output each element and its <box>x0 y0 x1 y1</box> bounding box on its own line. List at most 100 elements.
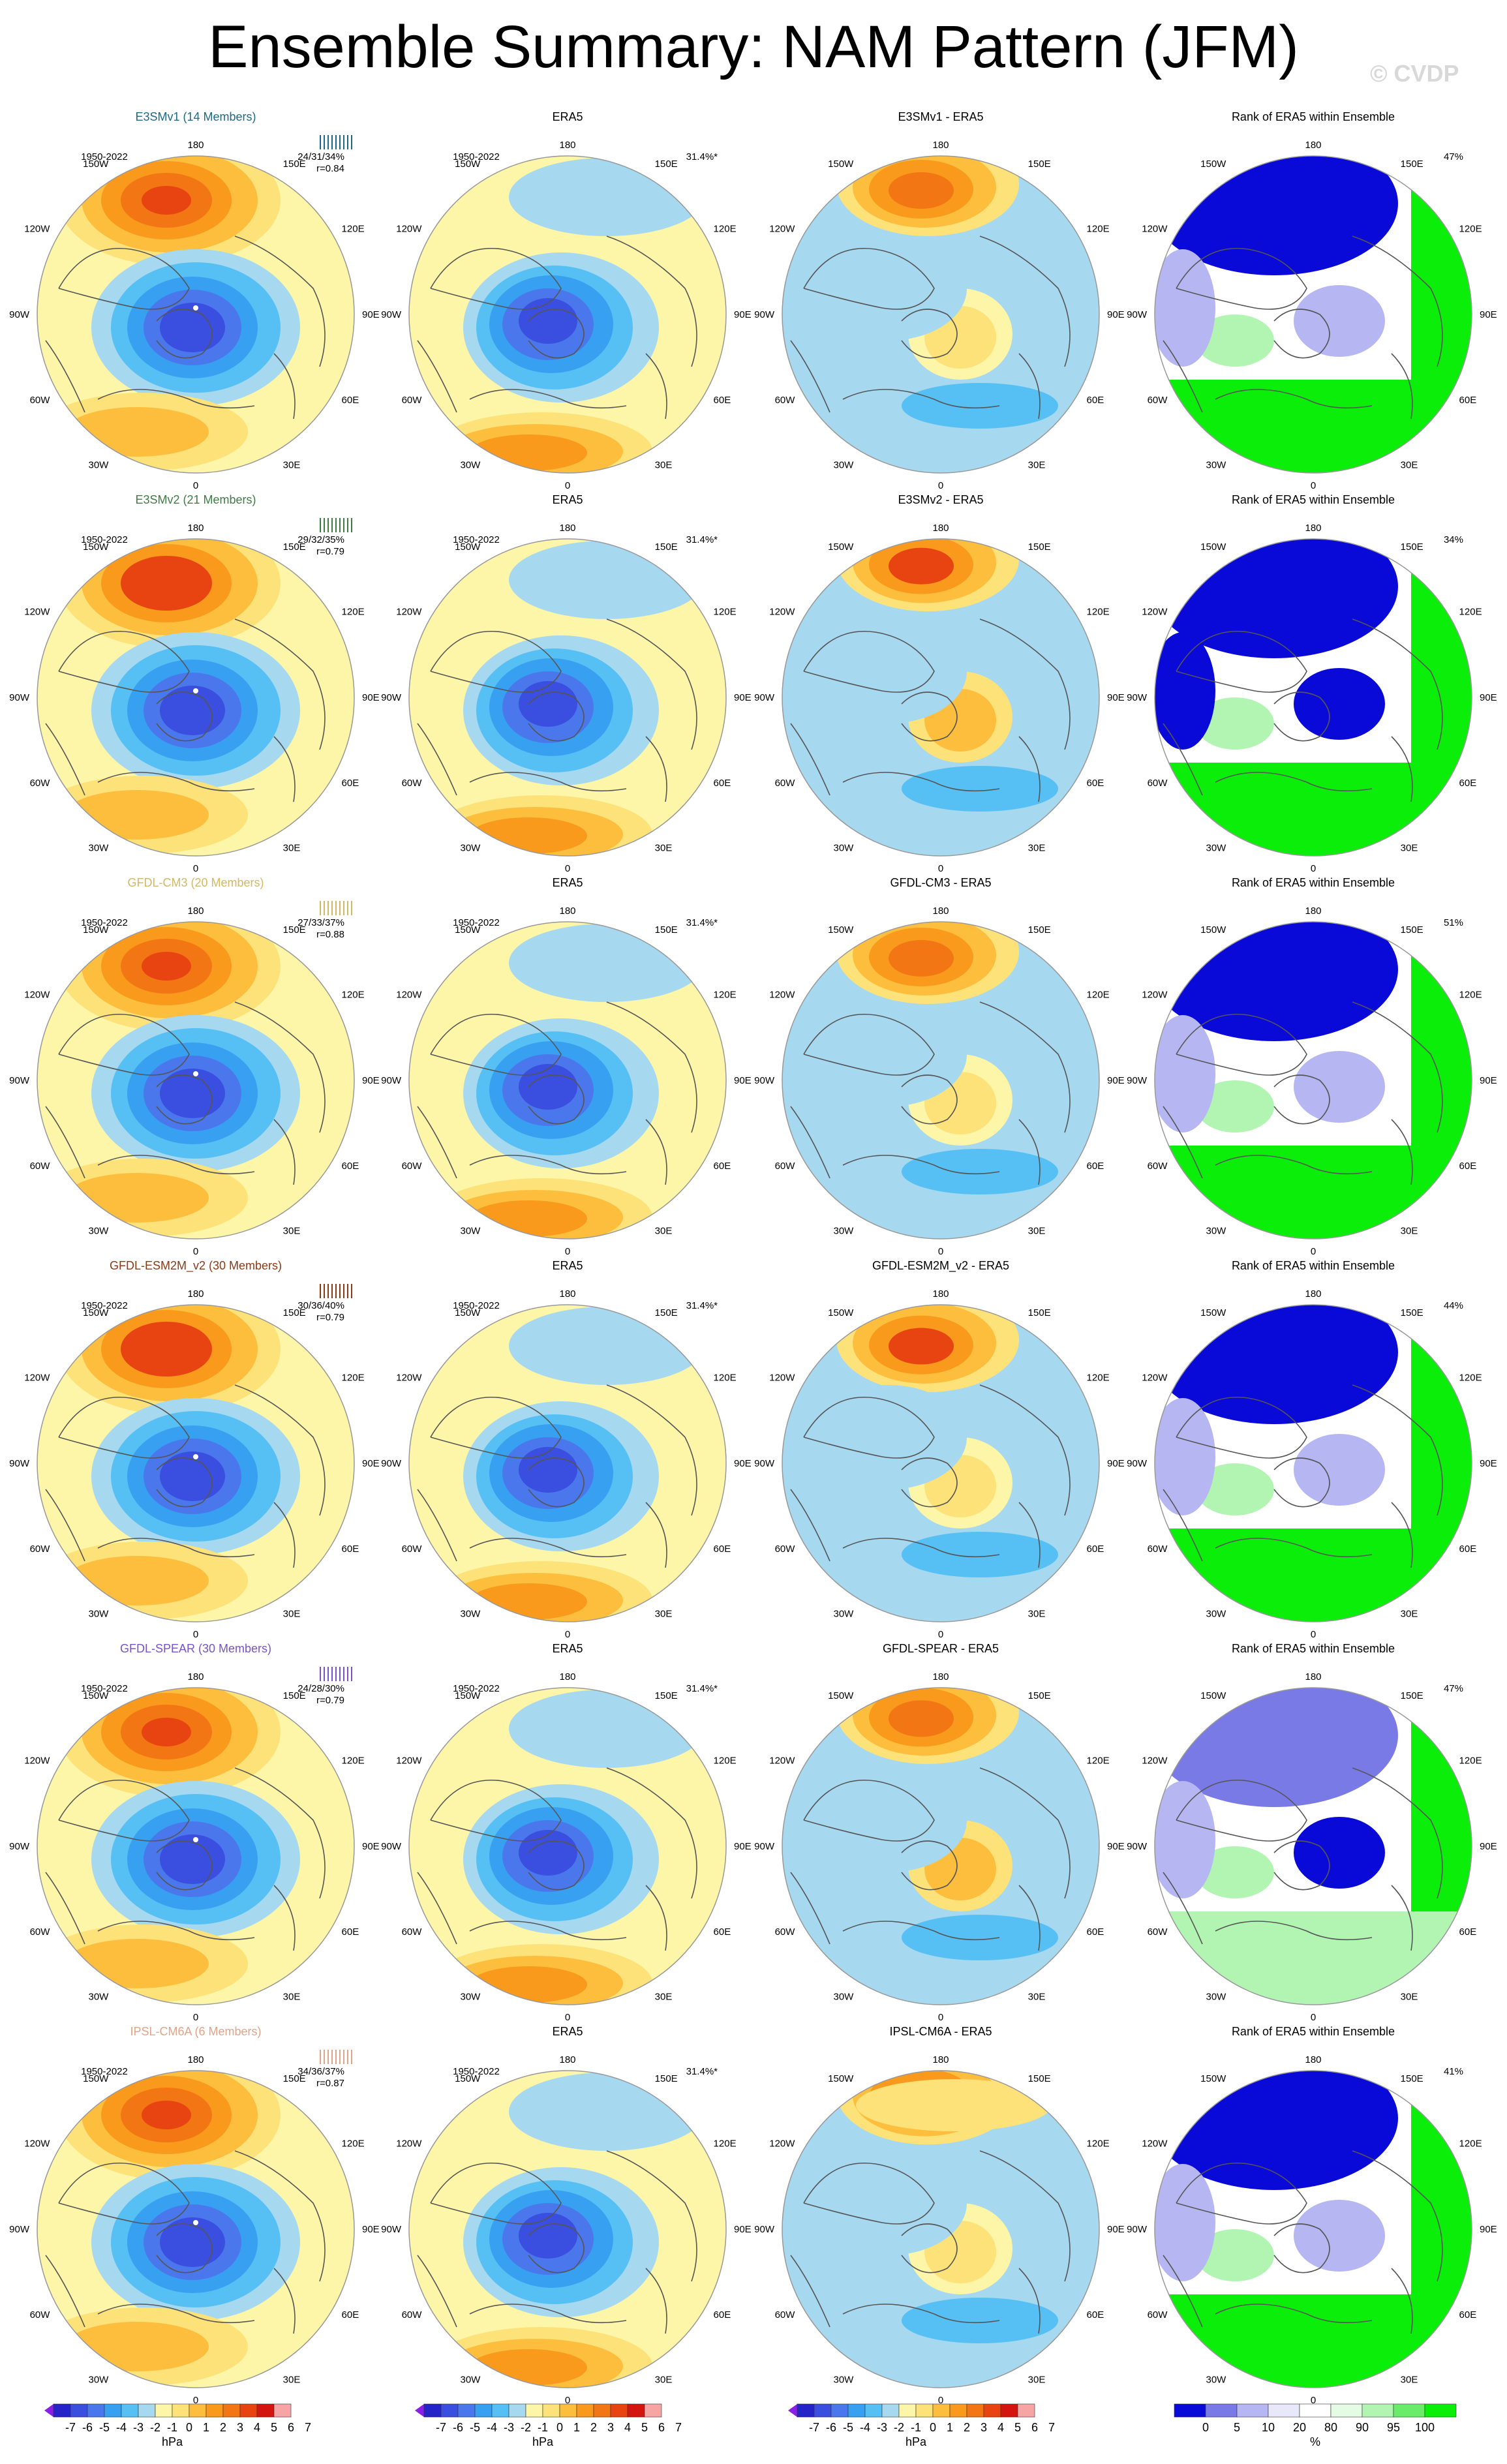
lon-label-60w: 60W <box>1148 2309 1168 2320</box>
coastline <box>901 1840 958 1891</box>
rank-title: Rank of ERA5 within Ensemble <box>1232 1642 1395 1655</box>
variance-stats: 27/33/37% <box>297 917 344 928</box>
coastline <box>901 1457 958 1508</box>
colorbar-swatch <box>559 2403 577 2418</box>
coastline <box>606 1384 697 1516</box>
lon-label-150w: 150W <box>828 2073 854 2084</box>
lon-label-0: 0 <box>565 1246 570 1257</box>
colorbar-swatch <box>104 2403 122 2418</box>
rank-region <box>1155 1781 1215 1898</box>
colorbar-tick-label: 20 <box>1293 2421 1306 2434</box>
lon-label-30w: 30W <box>834 1609 855 1620</box>
model-title: E3SMv2 (21 Members) <box>135 493 256 506</box>
obs-panel: ERA5 1950-2022 31.4%* 180 0 90W 90E 150W 150E 120… <box>381 1259 752 1640</box>
lon-label-120w: 120W <box>1142 1756 1168 1767</box>
coastline <box>803 631 935 693</box>
lon-label-150w: 150W <box>828 1690 854 1701</box>
lon-label-30e: 30E <box>283 843 301 854</box>
period-label: 1950-2022 <box>453 1300 500 1311</box>
lon-label-30w: 30W <box>1206 2375 1227 2386</box>
colorbar-unit: hPa <box>162 2435 183 2448</box>
lon-label-120e: 120E <box>342 990 365 1001</box>
contour-band <box>810 1002 967 1106</box>
coastline <box>97 389 255 409</box>
coastline <box>234 618 326 750</box>
rank-region <box>1196 2229 1274 2281</box>
lon-label-180: 180 <box>187 1288 204 1300</box>
obs-title: ERA5 <box>552 110 583 123</box>
member-spread-tick <box>343 901 344 915</box>
colorbar-swatch <box>644 2403 662 2418</box>
lon-label-180: 180 <box>559 1288 575 1300</box>
contour-band <box>902 1532 1058 1577</box>
coastline <box>606 1001 697 1133</box>
coastline <box>45 1872 85 1945</box>
map-boundary <box>408 2070 727 2388</box>
coastline <box>156 692 213 742</box>
colorbar-swatch <box>273 2403 292 2418</box>
colorbar-swatch <box>440 2403 459 2418</box>
contour-band <box>160 1452 225 1501</box>
member-spread-tick <box>339 901 341 915</box>
coastline <box>417 2255 457 2328</box>
lon-label-0: 0 <box>938 480 943 491</box>
rank-region <box>1155 632 1215 750</box>
model-title: IPSL-CM6A (6 Members) <box>130 2025 261 2038</box>
coastline <box>645 2268 667 2334</box>
map-boundary <box>1154 921 1472 1240</box>
lon-label-0: 0 <box>565 2012 570 2023</box>
pattern-colorbar: -7 -6 -5 -4 -3 -2 -1 0 1 2 3 4 5 6 7 hPa <box>415 2403 682 2448</box>
coastline <box>430 1397 562 1459</box>
contour-band <box>856 2079 1052 2131</box>
coastline <box>1215 389 1373 409</box>
member-spread-tick <box>327 518 329 532</box>
colorbar-swatch <box>239 2403 258 2418</box>
coastline <box>469 1538 627 1558</box>
colorbar-swatch <box>423 2403 442 2418</box>
coastline <box>1391 1502 1413 1568</box>
lon-label-30w: 30W <box>1206 1226 1227 1237</box>
lon-label-90w: 90W <box>1127 309 1148 320</box>
lon-label-180: 180 <box>559 2054 575 2065</box>
map-boundary <box>408 921 727 1240</box>
lon-label-120e: 120E <box>1459 990 1482 1001</box>
obs-title: ERA5 <box>552 493 583 506</box>
contour-band <box>142 2101 191 2129</box>
model-title: GFDL-ESM2M_v2 (30 Members) <box>110 1259 282 1273</box>
coastline <box>528 309 585 359</box>
period-label: 1950-2022 <box>81 1683 128 1694</box>
colorbar-tick-label: 5 <box>1014 2421 1021 2434</box>
variance-stats: 30/36/40% <box>297 1300 344 1311</box>
lon-label-150e: 150E <box>1401 924 1423 935</box>
lon-label-30e: 30E <box>1028 2375 1046 2386</box>
map-field <box>1155 539 1472 856</box>
colorbar-swatch <box>189 2403 207 2418</box>
contour-band <box>519 1064 577 1110</box>
pole-marker <box>193 688 198 693</box>
member-spread-tick <box>331 1284 333 1298</box>
obs-panel: ERA5 1950-2022 31.4%* 180 0 90W 90E 150W 150E 120… <box>381 110 752 491</box>
lon-label-60e: 60E <box>342 395 359 406</box>
lon-label-150w: 150W <box>83 541 109 553</box>
lon-label-150e: 150E <box>1028 541 1051 553</box>
coastline <box>1176 2163 1307 2225</box>
colorbar-tick-label: 2 <box>590 2421 597 2434</box>
lon-label-30w: 30W <box>461 1992 481 2003</box>
lon-label-90e: 90E <box>1480 1075 1497 1086</box>
lon-label-120w: 120W <box>396 990 422 1001</box>
coastline <box>842 1155 1000 1175</box>
colorbar-swatch <box>881 2403 900 2418</box>
colorbar-tick-label: 7 <box>675 2421 682 2434</box>
map-boundary <box>1154 1687 1472 2005</box>
lon-label-30e: 30E <box>1028 460 1046 471</box>
variance-stats: 24/31/34% <box>297 151 344 162</box>
lon-label-60e: 60E <box>714 2309 731 2320</box>
coastline <box>430 248 562 310</box>
lon-label-120e: 120E <box>1459 224 1482 235</box>
coastline <box>417 723 457 796</box>
rank-region <box>1294 2200 1385 2272</box>
lon-label-180: 180 <box>932 1671 949 1682</box>
lon-label-60e: 60E <box>342 1161 359 1172</box>
map-field <box>782 2071 1099 2388</box>
member-spread-tick <box>320 135 321 149</box>
